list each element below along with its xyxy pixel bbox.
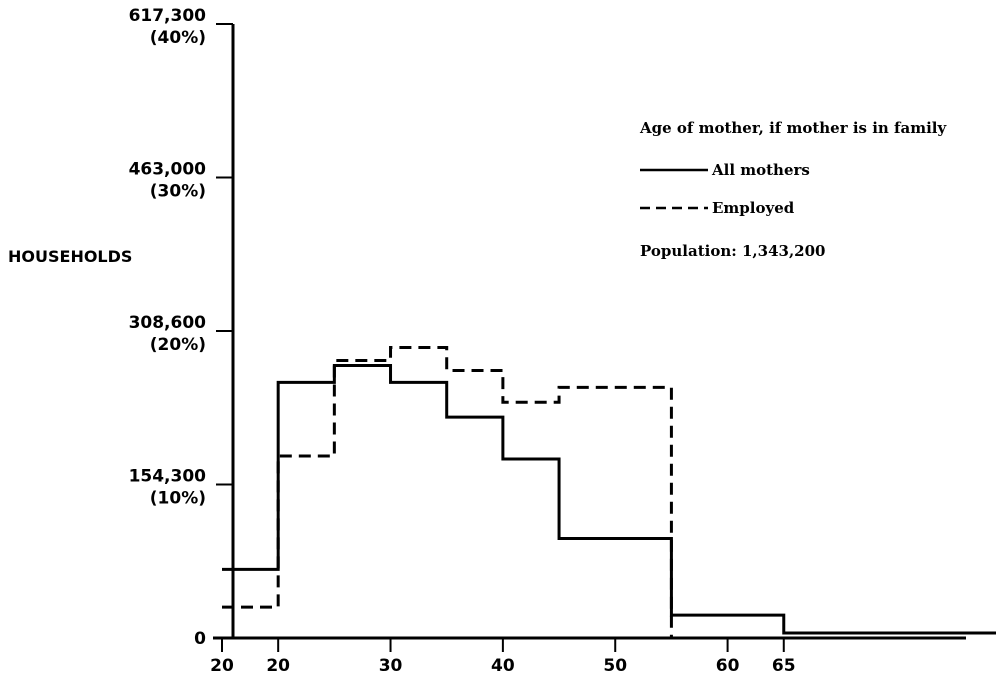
legend-label-all-mothers: All mothers (711, 161, 810, 179)
legend: Age of mother, if mother is in family Al… (639, 119, 947, 260)
legend-population: Population: 1,343,200 (640, 242, 826, 260)
y-tick-label: 617,300 (129, 6, 207, 26)
x-tick-label: 30 (379, 656, 403, 676)
y-tick-label: 0 (194, 629, 206, 649)
x-tick-label: 60 (716, 656, 740, 676)
legend-title: Age of mother, if mother is in family (639, 119, 947, 137)
y-tick-label: 463,000 (129, 159, 207, 179)
y-tick-percent: (40%) (150, 28, 206, 48)
y-tick-label: 308,600 (129, 313, 207, 333)
y-tick-percent: (10%) (150, 489, 206, 509)
axes (213, 24, 966, 640)
series-employed-line (222, 346, 673, 638)
x-tick-label: 20 (266, 656, 290, 676)
x-axis-ticks: 20 20 30 40 50 60 65 (210, 638, 796, 676)
x-tick-label: 20 (210, 656, 234, 676)
series-all-mothers-line (222, 363, 996, 635)
x-tick-label: 50 (603, 656, 627, 676)
data-series (222, 346, 996, 638)
legend-label-employed: Employed (712, 199, 795, 217)
y-axis-ticks: 0 154,300(10%) 308,600(20%) 463,000(30%) 617… (129, 6, 233, 649)
x-tick-label: 40 (491, 656, 515, 676)
y-tick-percent: (20%) (150, 335, 206, 355)
x-tick-label: 65 (772, 656, 796, 676)
y-tick-label: 154,300 (129, 467, 207, 487)
y-tick-percent: (30%) (150, 181, 206, 201)
y-axis-label: HOUSEHOLDS (8, 247, 132, 266)
